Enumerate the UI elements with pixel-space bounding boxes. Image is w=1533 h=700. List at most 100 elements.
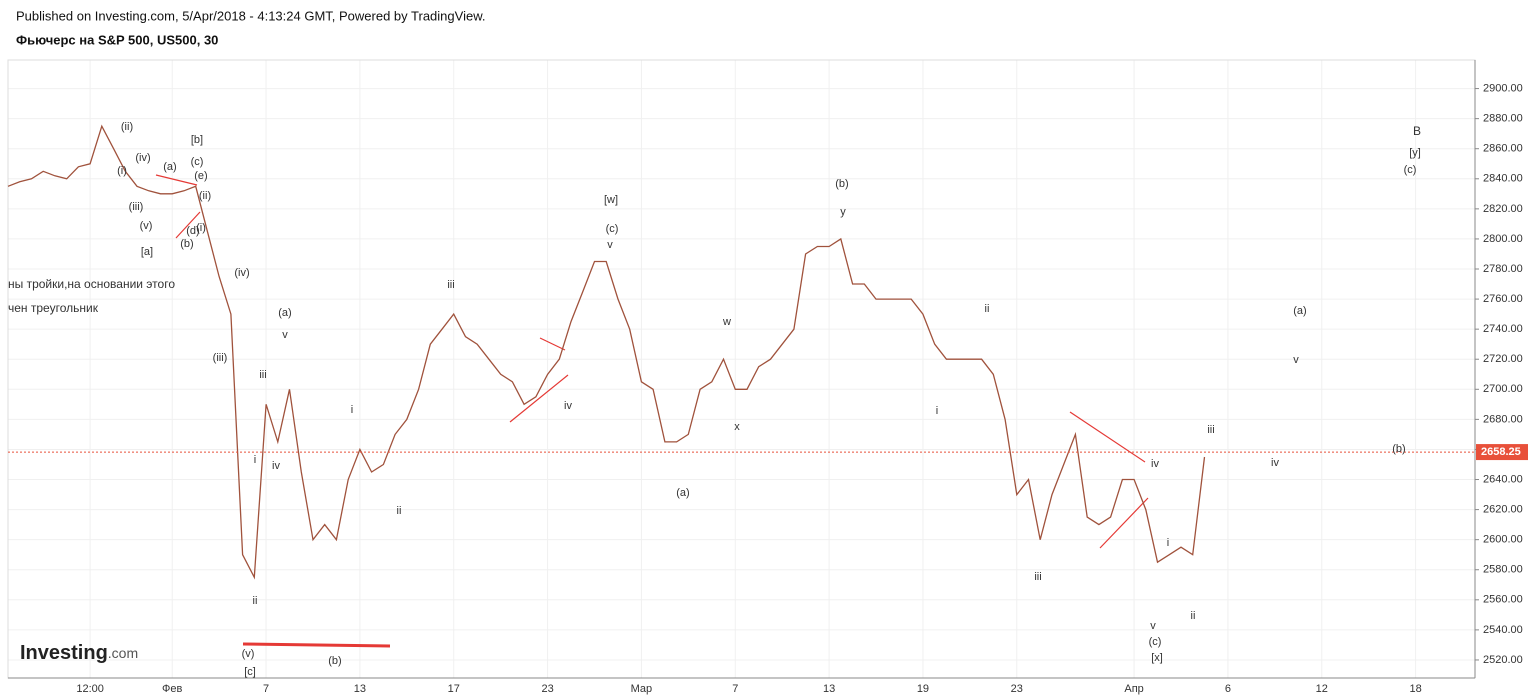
wave-label: (b) xyxy=(180,238,193,250)
wave-label: ii xyxy=(985,303,990,315)
wave-label: (i) xyxy=(196,222,206,234)
x-tick-label: 13 xyxy=(823,683,835,695)
x-tick-label: 7 xyxy=(263,683,269,695)
x-tick-label: 18 xyxy=(1409,683,1421,695)
trend-line xyxy=(509,374,569,423)
wave-label: x xyxy=(734,421,740,433)
wave-label: (b) xyxy=(835,178,848,190)
wave-label: [c] xyxy=(244,666,256,678)
y-tick-label: 2740.00 xyxy=(1483,323,1523,335)
wave-label: v xyxy=(1293,354,1299,366)
y-tick-label: 2700.00 xyxy=(1483,383,1523,395)
y-tick-label: 2520.00 xyxy=(1483,654,1523,666)
x-tick-label: 12:00 xyxy=(76,683,104,695)
trend-line xyxy=(1069,411,1146,463)
wave-label: iii xyxy=(259,369,266,381)
wave-label: (ii) xyxy=(199,190,211,202)
wave-label: (e) xyxy=(194,170,207,182)
y-tick-label: 2640.00 xyxy=(1483,473,1523,485)
x-tick-label: 19 xyxy=(917,683,929,695)
wave-label: i xyxy=(254,454,256,466)
wave-label: (a) xyxy=(676,487,689,499)
wave-label: [b] xyxy=(191,134,203,146)
y-tick-label: 2860.00 xyxy=(1483,143,1523,155)
y-tick-label: 2780.00 xyxy=(1483,263,1523,275)
last-price-label: 2658.25 xyxy=(1481,446,1521,458)
y-tick-label: 2580.00 xyxy=(1483,564,1523,576)
y-tick-label: 2540.00 xyxy=(1483,624,1523,636)
wave-label: iv xyxy=(1151,458,1159,470)
trend-line xyxy=(1099,497,1149,549)
wave-label: (a) xyxy=(278,307,291,319)
wave-label: (v) xyxy=(242,648,255,660)
wave-label: iv xyxy=(1271,457,1279,469)
plot-area xyxy=(7,124,1206,580)
wave-label: iii xyxy=(1207,424,1214,436)
wave-label: ii xyxy=(253,595,258,607)
wave-label: i xyxy=(1167,537,1169,549)
trend-line xyxy=(155,174,198,186)
x-tick-label: 13 xyxy=(354,683,366,695)
wave-label: y xyxy=(840,206,846,218)
wave-label: B xyxy=(1413,124,1421,138)
wave-label: (b) xyxy=(1392,443,1405,455)
wave-label: ii xyxy=(1191,610,1196,622)
wave-label: iv xyxy=(564,400,572,412)
wave-label: (i) xyxy=(117,165,127,177)
wave-label: (iv) xyxy=(135,152,150,164)
x-tick-label: 23 xyxy=(1011,683,1023,695)
wave-label: v xyxy=(607,239,613,251)
wave-label: (c) xyxy=(191,156,204,168)
watermark-name: Investing xyxy=(20,642,108,664)
x-tick-label: Мар xyxy=(631,683,653,695)
wave-label: (a) xyxy=(163,161,176,173)
wave-label: (iii) xyxy=(129,201,144,213)
wave-label: i xyxy=(936,405,938,417)
y-tick-label: 2800.00 xyxy=(1483,233,1523,245)
published-line: Published on Investing.com, 5/Apr/2018 -… xyxy=(16,8,485,23)
wave-label: (c) xyxy=(1149,636,1162,648)
y-tick-label: 2680.00 xyxy=(1483,413,1523,425)
y-tick-label: 2840.00 xyxy=(1483,173,1523,185)
trend-line xyxy=(539,337,566,351)
y-tick-label: 2720.00 xyxy=(1483,353,1523,365)
wave-label: iii xyxy=(447,279,454,291)
wave-label: w xyxy=(722,316,731,328)
wave-label: (ii) xyxy=(121,121,133,133)
trend-line xyxy=(175,211,201,239)
y-tick-label: 2820.00 xyxy=(1483,203,1523,215)
trend-line xyxy=(242,642,391,648)
grid xyxy=(8,60,1475,678)
wave-label: (a) xyxy=(1293,305,1306,317)
wave-label: (d) xyxy=(186,225,199,237)
wave-label: (c) xyxy=(1404,164,1417,176)
wave-label: [w] xyxy=(604,194,618,206)
x-tick-label: 23 xyxy=(541,683,553,695)
wave-label: ны тройки,на основании этого xyxy=(8,277,175,291)
wave-label: (iii) xyxy=(213,352,228,364)
x-tick-label: 17 xyxy=(448,683,460,695)
wave-label: [a] xyxy=(141,246,153,258)
instrument-title: Фьючерс на S&P 500, US500, 30 xyxy=(16,32,218,47)
watermark: Investing.com xyxy=(20,642,138,664)
trend-lines xyxy=(155,174,1149,648)
wave-label: i xyxy=(351,404,353,416)
x-tick-label: 6 xyxy=(1225,683,1231,695)
last-price-tag xyxy=(1476,444,1528,461)
y-tick-label: 2620.00 xyxy=(1483,503,1523,515)
x-tick-label: 7 xyxy=(732,683,738,695)
wave-label: чен треугольник xyxy=(8,301,99,315)
y-tick-label: 2760.00 xyxy=(1483,293,1523,305)
wave-label: v xyxy=(1150,620,1156,632)
y-tick-label: 2560.00 xyxy=(1483,594,1523,606)
wave-label: iv xyxy=(272,460,280,472)
wave-label: v xyxy=(282,329,288,341)
x-tick-label: Апр xyxy=(1124,683,1143,695)
wave-label: [y] xyxy=(1409,147,1421,159)
wave-label: (v) xyxy=(140,220,153,232)
y-tick-label: 2880.00 xyxy=(1483,113,1523,125)
wave-label: ii xyxy=(397,505,402,517)
watermark-suffix: .com xyxy=(108,645,138,661)
y-tick-label: 2600.00 xyxy=(1483,534,1523,546)
plot-frame xyxy=(7,59,1476,679)
